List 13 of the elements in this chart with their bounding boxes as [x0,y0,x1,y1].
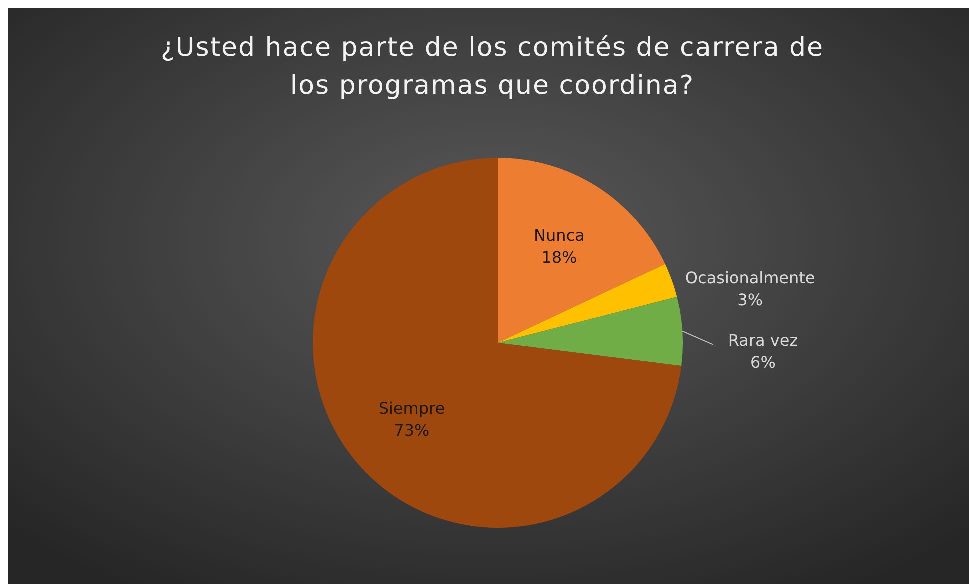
chart-title: ¿Usted hace parte de los comités de carrera de los programas que coordina? [160,33,824,101]
pie-slice [498,264,678,343]
slice-label: Rara vez [728,330,798,350]
data-label: 6% [750,352,776,372]
pie-slice [313,158,682,528]
pie-slice [498,296,683,366]
slice-label: Nunca [534,226,585,246]
pie-slice [498,158,666,343]
data-label: 18% [542,248,578,268]
slice-label: Ocasionalmente [685,268,816,288]
data-label: 73% [394,420,430,440]
slice-label: Siempre [378,398,446,418]
data-label: 3% [738,290,764,310]
